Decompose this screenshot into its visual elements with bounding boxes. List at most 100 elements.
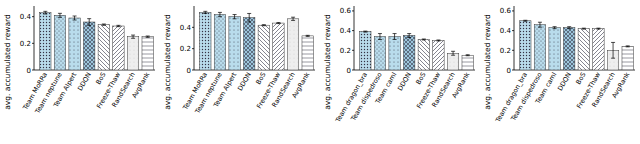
bar-fill — [54, 15, 65, 70]
bar-fill — [549, 28, 560, 70]
figure: 00.20.4avg. accumulated rewardTeam MoRRa… — [0, 0, 640, 144]
error-bar — [407, 34, 411, 38]
bar — [83, 22, 94, 70]
error-bar — [378, 34, 382, 40]
x-tick-label: AvgRank — [290, 71, 311, 100]
y-tick — [192, 48, 194, 49]
y-tick-label: 0.6 — [500, 7, 512, 15]
x-tick-label: Team Alpert — [211, 71, 238, 110]
bar — [302, 36, 313, 70]
error-bar — [363, 31, 367, 33]
bar — [243, 18, 254, 70]
y-axis — [354, 6, 355, 70]
y-tick-label: 0.2 — [340, 47, 351, 55]
panel: 00.20.40.6avg. accumulated rewardTeam dr… — [323, 6, 475, 125]
error-bar — [626, 45, 630, 47]
x-tick-label: DDQN — [396, 71, 413, 92]
bar — [403, 36, 414, 70]
bar-fill — [462, 55, 473, 70]
error-bar — [43, 11, 47, 14]
bar — [287, 19, 298, 70]
error-bar — [58, 13, 62, 17]
bar — [520, 21, 531, 70]
y-tick-label: 0.4 — [340, 27, 352, 35]
error-bar — [393, 34, 397, 40]
error-bar — [306, 35, 310, 36]
y-axis — [514, 6, 515, 70]
bar-fill — [360, 32, 371, 70]
bar — [447, 53, 458, 70]
y-tick — [192, 70, 194, 71]
bar-fill — [69, 18, 80, 70]
error-bar — [73, 16, 77, 20]
error-bar — [87, 19, 91, 26]
panel: 00.20.4avg. accumulated rewardTeam MoRRa… — [163, 6, 315, 116]
error-bar — [451, 51, 455, 55]
x-tick-label: DDQN — [236, 71, 253, 92]
bar — [214, 15, 225, 70]
panel: 00.20.4avg. accumulated rewardTeam MoRRa… — [3, 6, 155, 116]
bar — [374, 37, 385, 70]
error-bar — [116, 25, 120, 26]
bar-fill — [113, 26, 124, 70]
y-tick — [352, 30, 354, 31]
error-bar — [596, 28, 600, 30]
bar-fill — [534, 25, 545, 70]
bar — [549, 28, 560, 70]
error-bar — [276, 23, 280, 24]
error-bar — [567, 27, 571, 29]
y-axis-label: avg. accumulated reward — [483, 14, 492, 110]
bar — [578, 29, 589, 70]
y-tick — [352, 70, 354, 71]
y-tick-label: 0.2 — [20, 40, 31, 48]
bar-fill — [214, 15, 225, 70]
bar-fill — [447, 53, 458, 70]
x-tick-label: BoS — [574, 71, 587, 86]
x-tick-label: Team caml — [533, 71, 558, 106]
bar — [433, 40, 444, 70]
y-tick — [512, 10, 514, 11]
error-bar — [131, 35, 135, 38]
bar-fill — [389, 37, 400, 70]
bar-fill — [258, 25, 269, 70]
y-axis-label: avg. accumulated reward — [163, 14, 172, 110]
bar-fill — [229, 17, 240, 70]
x-tick-label: BoS — [94, 71, 107, 86]
y-tick — [32, 16, 34, 17]
y-tick — [32, 70, 34, 71]
y-axis-label: avg. accumulated reward — [323, 14, 332, 110]
y-tick — [352, 50, 354, 51]
error-bar — [422, 38, 426, 40]
y-tick — [512, 30, 514, 31]
y-tick-label: 0.4 — [500, 27, 512, 35]
bar-fill — [302, 36, 313, 70]
error-bar — [436, 39, 440, 41]
y-tick — [512, 50, 514, 51]
y-tick-label: 0 — [507, 67, 511, 75]
error-bar — [102, 24, 106, 25]
panel: 00.20.40.6avg. accumulated rewardTeam dr… — [483, 6, 635, 125]
bar — [54, 15, 65, 70]
y-tick-label: 0.4 — [20, 13, 32, 21]
y-tick — [192, 27, 194, 28]
x-tick-label: AvgRank — [610, 71, 631, 100]
bar-fill — [418, 39, 429, 70]
y-tick — [512, 70, 514, 71]
bars — [360, 31, 474, 70]
bar-fill — [273, 23, 284, 70]
bar — [622, 46, 633, 70]
bar-fill — [142, 37, 153, 70]
bar — [418, 39, 429, 70]
bar — [113, 26, 124, 70]
y-tick-label: 0.4 — [180, 24, 192, 32]
bar-fill — [578, 29, 589, 70]
bar — [229, 17, 240, 70]
error-bar — [523, 20, 527, 22]
x-tick-label: DDQN — [76, 71, 93, 92]
x-tick-label: Team Alpert — [51, 71, 78, 110]
bar-fill — [200, 12, 211, 70]
x-tick-label: DDQN — [556, 71, 573, 92]
y-tick-label: 0 — [347, 67, 351, 75]
bar-fill — [593, 29, 604, 70]
bars — [200, 11, 314, 70]
